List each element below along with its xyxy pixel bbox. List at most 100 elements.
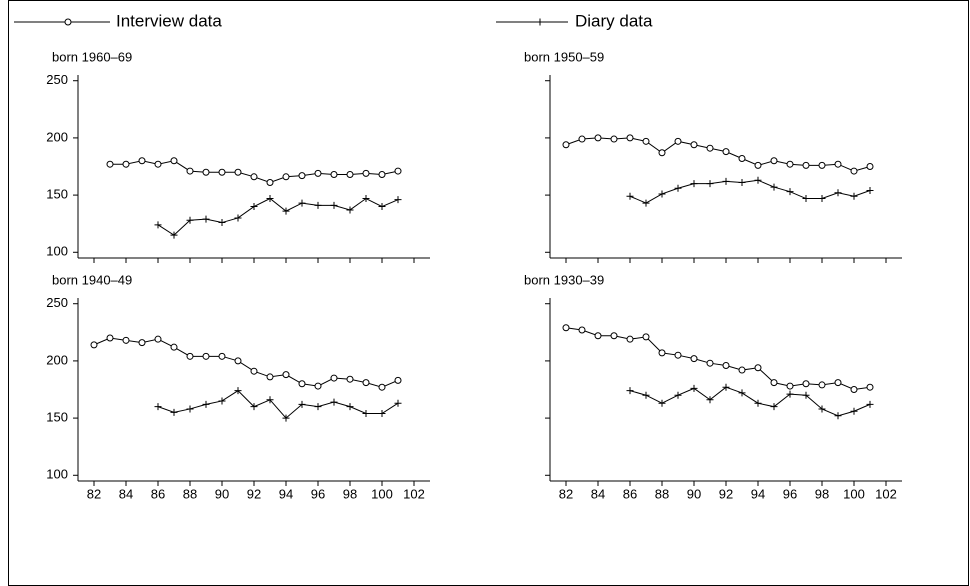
data-point — [722, 361, 730, 369]
data-point — [202, 215, 210, 223]
x-tick-label: 100 — [843, 486, 865, 501]
x-tick-label: 90 — [687, 486, 701, 501]
x-tick-label: 84 — [591, 486, 605, 501]
data-point — [786, 188, 794, 196]
data-point — [170, 343, 178, 351]
x-tick-label: 90 — [215, 486, 229, 501]
data-point — [202, 352, 210, 360]
data-point — [786, 382, 794, 390]
x-tick-label: 86 — [623, 486, 637, 501]
data-point — [722, 148, 730, 156]
data-point — [594, 332, 602, 340]
x-tick-label: 88 — [655, 486, 669, 501]
data-point — [314, 403, 322, 411]
data-point — [722, 383, 730, 391]
data-point — [850, 192, 858, 200]
data-point — [674, 137, 682, 145]
data-point — [394, 399, 402, 407]
data-point — [362, 195, 370, 203]
x-tick-label: 96 — [783, 486, 797, 501]
data-point — [298, 199, 306, 207]
data-point — [330, 171, 338, 179]
data-point — [674, 351, 682, 359]
data-point — [626, 335, 634, 343]
data-point — [658, 149, 666, 157]
data-point — [378, 203, 386, 211]
y-tick-label: 150 — [46, 187, 68, 202]
data-point — [834, 189, 842, 197]
data-point — [218, 352, 226, 360]
data-point — [170, 231, 178, 239]
legend-label: Diary data — [575, 11, 653, 30]
data-point — [578, 135, 586, 143]
data-point — [362, 379, 370, 387]
data-point — [834, 412, 842, 420]
legend-label: Interview data — [116, 11, 222, 30]
x-tick-label: 98 — [343, 486, 357, 501]
data-point — [218, 219, 226, 227]
data-point — [626, 192, 634, 200]
x-tick-label: 82 — [87, 486, 101, 501]
panel-title: born 1950–59 — [524, 49, 604, 64]
data-point — [722, 177, 730, 185]
data-point — [250, 367, 258, 375]
panel-title: born 1940–49 — [52, 272, 132, 287]
x-tick-label: 84 — [119, 486, 133, 501]
data-point — [234, 357, 242, 365]
data-point — [818, 161, 826, 169]
x-tick-label: 94 — [279, 486, 293, 501]
data-point — [234, 214, 242, 222]
data-point — [346, 403, 354, 411]
data-point — [834, 160, 842, 168]
data-point — [122, 336, 130, 344]
panel-title: born 1960–69 — [52, 49, 132, 64]
panel-title: born 1930–39 — [524, 272, 604, 287]
data-point — [850, 167, 858, 175]
data-point — [266, 195, 274, 203]
data-point — [754, 364, 762, 372]
data-point — [330, 201, 338, 209]
data-point — [282, 414, 290, 422]
data-point — [754, 161, 762, 169]
data-point — [594, 134, 602, 142]
data-point — [674, 391, 682, 399]
data-point — [106, 334, 114, 342]
data-point — [138, 157, 146, 165]
data-point — [562, 141, 570, 149]
x-tick-label: 102 — [403, 486, 425, 501]
data-point — [266, 179, 274, 187]
data-point — [362, 169, 370, 177]
data-point — [690, 384, 698, 392]
data-point — [314, 382, 322, 390]
data-point — [186, 352, 194, 360]
data-point — [770, 379, 778, 387]
y-tick-label: 200 — [46, 129, 68, 144]
data-point — [250, 203, 258, 211]
data-point — [642, 333, 650, 341]
data-point — [186, 405, 194, 413]
data-point — [378, 383, 386, 391]
x-tick-label: 102 — [875, 486, 897, 501]
data-point — [738, 154, 746, 162]
data-point — [106, 160, 114, 168]
data-point — [154, 160, 162, 168]
data-point — [138, 339, 146, 347]
data-point — [866, 383, 874, 391]
data-point — [170, 157, 178, 165]
x-tick-label: 86 — [151, 486, 165, 501]
data-point — [234, 387, 242, 395]
x-tick-label: 96 — [311, 486, 325, 501]
y-tick-label: 250 — [46, 72, 68, 87]
data-point — [154, 221, 162, 229]
data-point — [314, 169, 322, 177]
x-tick-label: 82 — [559, 486, 573, 501]
y-tick-label: 100 — [46, 467, 68, 482]
data-point — [706, 144, 714, 152]
data-point — [90, 341, 98, 349]
data-point — [706, 359, 714, 367]
data-point — [298, 380, 306, 388]
data-point — [266, 373, 274, 381]
data-point — [394, 376, 402, 384]
x-tick-label: 98 — [815, 486, 829, 501]
data-point — [770, 157, 778, 165]
